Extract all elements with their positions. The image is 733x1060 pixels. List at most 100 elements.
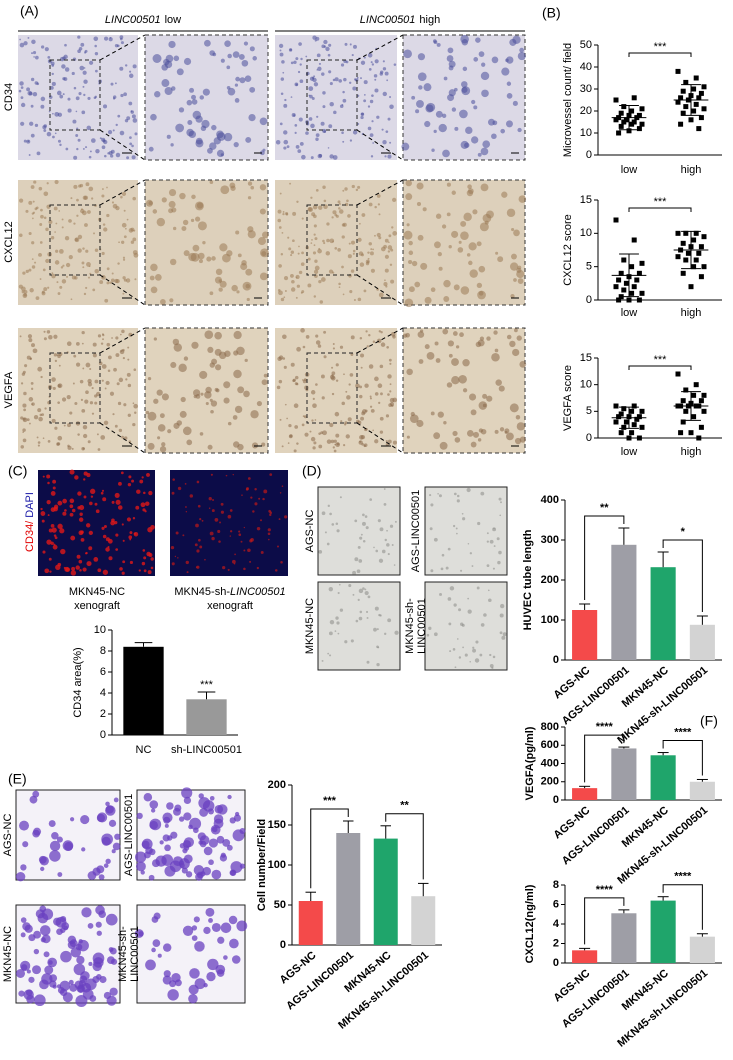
texture: [135, 851, 147, 863]
texture: [341, 131, 344, 134]
texture: [124, 64, 128, 67]
texture: [442, 149, 450, 158]
texture: [130, 110, 134, 114]
texture: [227, 87, 236, 96]
texture: [442, 328, 449, 335]
texture: [337, 632, 340, 635]
texture: [452, 430, 458, 437]
texture: [505, 58, 509, 63]
texture: [69, 469, 75, 475]
y-tick-label: 0: [586, 432, 592, 444]
texture: [100, 491, 104, 495]
texture: [119, 37, 123, 41]
caption: MKN45-NC: [69, 586, 125, 598]
texture: [438, 494, 442, 498]
texture: [161, 79, 170, 87]
texture: [259, 117, 268, 126]
bar: [298, 901, 323, 945]
texture: [233, 369, 242, 379]
texture: [330, 439, 335, 444]
texture: [224, 40, 231, 47]
texture: [64, 67, 70, 72]
texture: [486, 532, 489, 535]
texture: [369, 99, 374, 104]
texture: [70, 298, 73, 301]
texture: [368, 202, 373, 207]
texture: [52, 112, 54, 115]
texture: [384, 538, 388, 542]
texture: [79, 512, 83, 516]
texture: [247, 548, 251, 553]
texture: [87, 378, 92, 384]
texture: [320, 431, 324, 435]
texture: [472, 209, 478, 215]
texture: [364, 588, 367, 591]
y-tick-label: 6: [100, 666, 106, 678]
texture: [329, 619, 335, 625]
significance: ****: [674, 871, 692, 883]
texture: [327, 53, 331, 57]
texture: [138, 931, 144, 937]
texture: [360, 366, 363, 369]
texture: [478, 428, 484, 433]
texture: [36, 151, 41, 156]
texture: [303, 415, 307, 419]
texture: [95, 148, 100, 154]
texture: [455, 527, 458, 530]
texture: [154, 90, 161, 98]
gene: LINC00501: [105, 14, 161, 26]
texture: [506, 208, 516, 218]
texture: [308, 86, 314, 91]
bar: [611, 544, 637, 660]
texture: [245, 488, 249, 491]
texture: [500, 501, 502, 504]
texture: [209, 531, 214, 536]
texture: [127, 482, 132, 487]
texture: [505, 120, 513, 128]
texture: [393, 63, 397, 66]
texture: [417, 72, 427, 81]
texture: [311, 419, 314, 422]
texture: [20, 917, 27, 923]
point: [680, 419, 686, 425]
texture: [94, 248, 99, 252]
texture: [357, 123, 360, 125]
texture: [277, 209, 282, 214]
texture: [310, 390, 316, 395]
texture: [317, 153, 323, 159]
texture: [227, 794, 232, 800]
texture: [320, 121, 325, 126]
texture: [360, 77, 362, 80]
texture: [389, 96, 392, 99]
texture: [357, 237, 362, 242]
texture: [134, 411, 137, 414]
texture: [115, 205, 120, 211]
texture: [517, 127, 522, 133]
texture: [426, 633, 430, 637]
texture: [27, 334, 33, 339]
texture: [312, 403, 317, 409]
texture: [22, 841, 29, 848]
texture: [105, 547, 110, 552]
texture: [374, 606, 379, 611]
texture: [456, 638, 459, 640]
texture: [359, 435, 364, 440]
texture: [387, 393, 390, 396]
texture: [82, 195, 87, 200]
texture: [211, 358, 218, 365]
texture: [94, 401, 98, 405]
texture: [426, 351, 435, 360]
texture: [296, 442, 299, 445]
texture: [59, 94, 64, 99]
texture: [21, 286, 26, 292]
texture: [90, 495, 94, 498]
texture: [363, 444, 366, 448]
texture: [80, 398, 84, 401]
texture: [208, 497, 212, 501]
texture: [285, 212, 289, 216]
texture: [244, 75, 252, 82]
point: [613, 217, 619, 223]
texture: [334, 77, 339, 82]
texture: [501, 67, 510, 76]
texture: [454, 437, 461, 443]
